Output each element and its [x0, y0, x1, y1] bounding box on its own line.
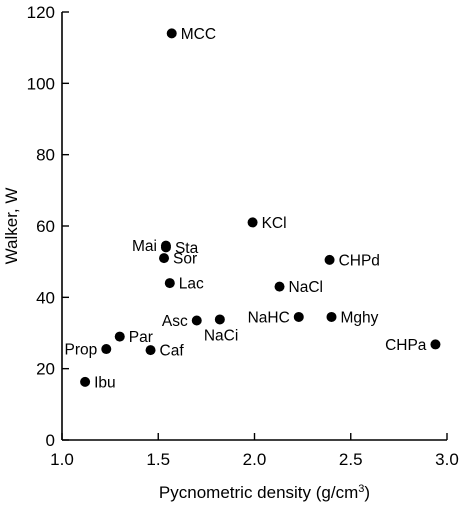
data-point — [114, 331, 125, 342]
x-axis-title-superscript: 3 — [358, 483, 364, 495]
data-point — [214, 314, 225, 325]
y-tick-label: 80 — [36, 146, 55, 165]
data-point-label: Mghy — [341, 309, 379, 326]
data-point-label: Prop — [65, 342, 98, 359]
data-point-label: Asc — [162, 313, 188, 330]
data-point — [145, 345, 156, 356]
y-tick-label: 120 — [27, 3, 55, 22]
data-point-label: NaCl — [289, 279, 323, 296]
x-tick-label: 2.0 — [243, 450, 267, 469]
y-tick-label: 0 — [46, 431, 55, 450]
data-point — [160, 242, 171, 253]
data-point-label: MCC — [181, 26, 216, 43]
data-point — [164, 278, 175, 289]
data-point — [293, 311, 304, 322]
data-point-label: NaHC — [248, 309, 290, 326]
x-tick-label: 1.0 — [50, 450, 74, 469]
y-axis-title: Walker, W — [2, 188, 21, 265]
x-axis-title-main: Pycnometric density (g/cm — [159, 483, 358, 502]
data-point — [430, 339, 441, 350]
data-point-label: Sta — [175, 240, 199, 257]
y-tick-label: 100 — [27, 74, 55, 93]
data-point-label: CHPa — [385, 337, 427, 354]
y-tick-label: 20 — [36, 360, 55, 379]
data-point-label: Sor — [173, 251, 197, 268]
data-point — [101, 344, 112, 355]
data-point-label: KCl — [262, 215, 287, 232]
data-point — [247, 217, 258, 228]
data-point — [274, 281, 285, 292]
data-point — [191, 315, 202, 326]
data-point-label: Mai — [132, 238, 157, 255]
data-point — [326, 311, 337, 322]
data-point-label: NaCi — [204, 327, 238, 344]
data-point-label: Par — [129, 329, 153, 346]
x-tick-label: 3.0 — [435, 450, 459, 469]
y-ticks: 0 20 40 60 80 100 120 — [27, 3, 69, 450]
y-tick-label: 40 — [36, 288, 55, 307]
data-point — [324, 254, 335, 265]
data-point-label: Lac — [179, 276, 204, 293]
data-point — [159, 253, 170, 264]
data-point-label: CHPd — [339, 252, 380, 269]
x-axis-title: Pycnometric density (g/cm3) — [159, 483, 370, 502]
x-ticks: 1.0 1.5 2.0 2.5 3.0 — [50, 433, 459, 469]
x-axis-title-suffix: ) — [364, 483, 370, 502]
data-point — [166, 28, 177, 39]
data-point-label: Caf — [160, 343, 185, 360]
y-tick-label: 60 — [36, 217, 55, 236]
data-point-label: Ibu — [94, 374, 116, 391]
x-tick-label: 1.5 — [146, 450, 170, 469]
x-tick-label: 2.5 — [339, 450, 363, 469]
data-point — [80, 376, 91, 387]
